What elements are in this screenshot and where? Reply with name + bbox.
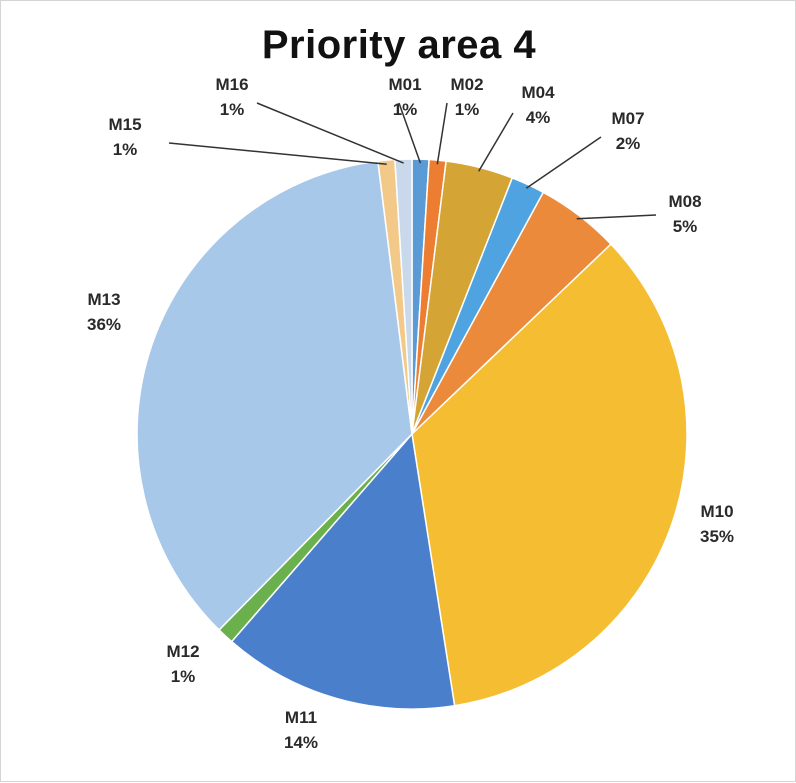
slice-name: M08 xyxy=(668,192,702,211)
slice-name: M01 xyxy=(388,75,422,94)
leader-line-m04 xyxy=(478,112,514,172)
chart-title: Priority area 4 xyxy=(261,23,537,67)
slice-percent: 1% xyxy=(392,100,418,119)
slice-label-m04: M04 4% xyxy=(498,80,578,130)
slice-label-m16: M16 1% xyxy=(192,72,272,122)
slice-percent: 1% xyxy=(112,140,138,159)
slice-label-m12: M12 1% xyxy=(143,639,223,689)
slice-name: M07 xyxy=(611,109,645,128)
slice-percent: 2% xyxy=(615,134,641,153)
slice-label-m11: M11 14% xyxy=(261,705,341,755)
slice-percent: 35% xyxy=(699,527,735,546)
slice-name: M11 xyxy=(284,708,318,727)
leader-line-m08 xyxy=(576,214,657,220)
pie-slice-m13 xyxy=(136,160,413,632)
slice-label-m13: M13 36% xyxy=(64,287,144,337)
slice-percent: 4% xyxy=(525,108,551,127)
slice-label-m07: M07 2% xyxy=(588,106,668,156)
slice-name: M15 xyxy=(108,115,142,134)
leader-line-m01 xyxy=(398,102,422,164)
slice-label-m01: M01 1% xyxy=(365,72,445,122)
leader-line-m02 xyxy=(436,102,448,165)
slice-percent: 1% xyxy=(170,667,196,686)
slice-percent: 5% xyxy=(672,217,698,236)
slice-label-m15: M15 1% xyxy=(85,112,165,162)
leader-line-m15 xyxy=(168,142,387,165)
slice-label-m10: M10 35% xyxy=(677,499,757,549)
slice-percent: 1% xyxy=(219,100,245,119)
slice-name: M04 xyxy=(521,83,555,102)
slice-label-m02: M02 1% xyxy=(427,72,507,122)
slice-name: M10 xyxy=(700,502,734,521)
leader-line-m16 xyxy=(256,102,404,164)
leader-line-m07 xyxy=(525,136,602,189)
slice-percent: 1% xyxy=(454,100,480,119)
slice-name: M02 xyxy=(450,75,484,94)
slice-label-m08: M08 5% xyxy=(645,189,725,239)
slice-percent: 14% xyxy=(283,733,319,752)
slice-name: M16 xyxy=(215,75,249,94)
slice-name: M13 xyxy=(87,290,121,309)
slice-percent: 36% xyxy=(86,315,122,334)
slice-name: M12 xyxy=(166,642,200,661)
pie-slice-m10 xyxy=(411,243,688,707)
pie-slice-m11 xyxy=(230,432,456,710)
